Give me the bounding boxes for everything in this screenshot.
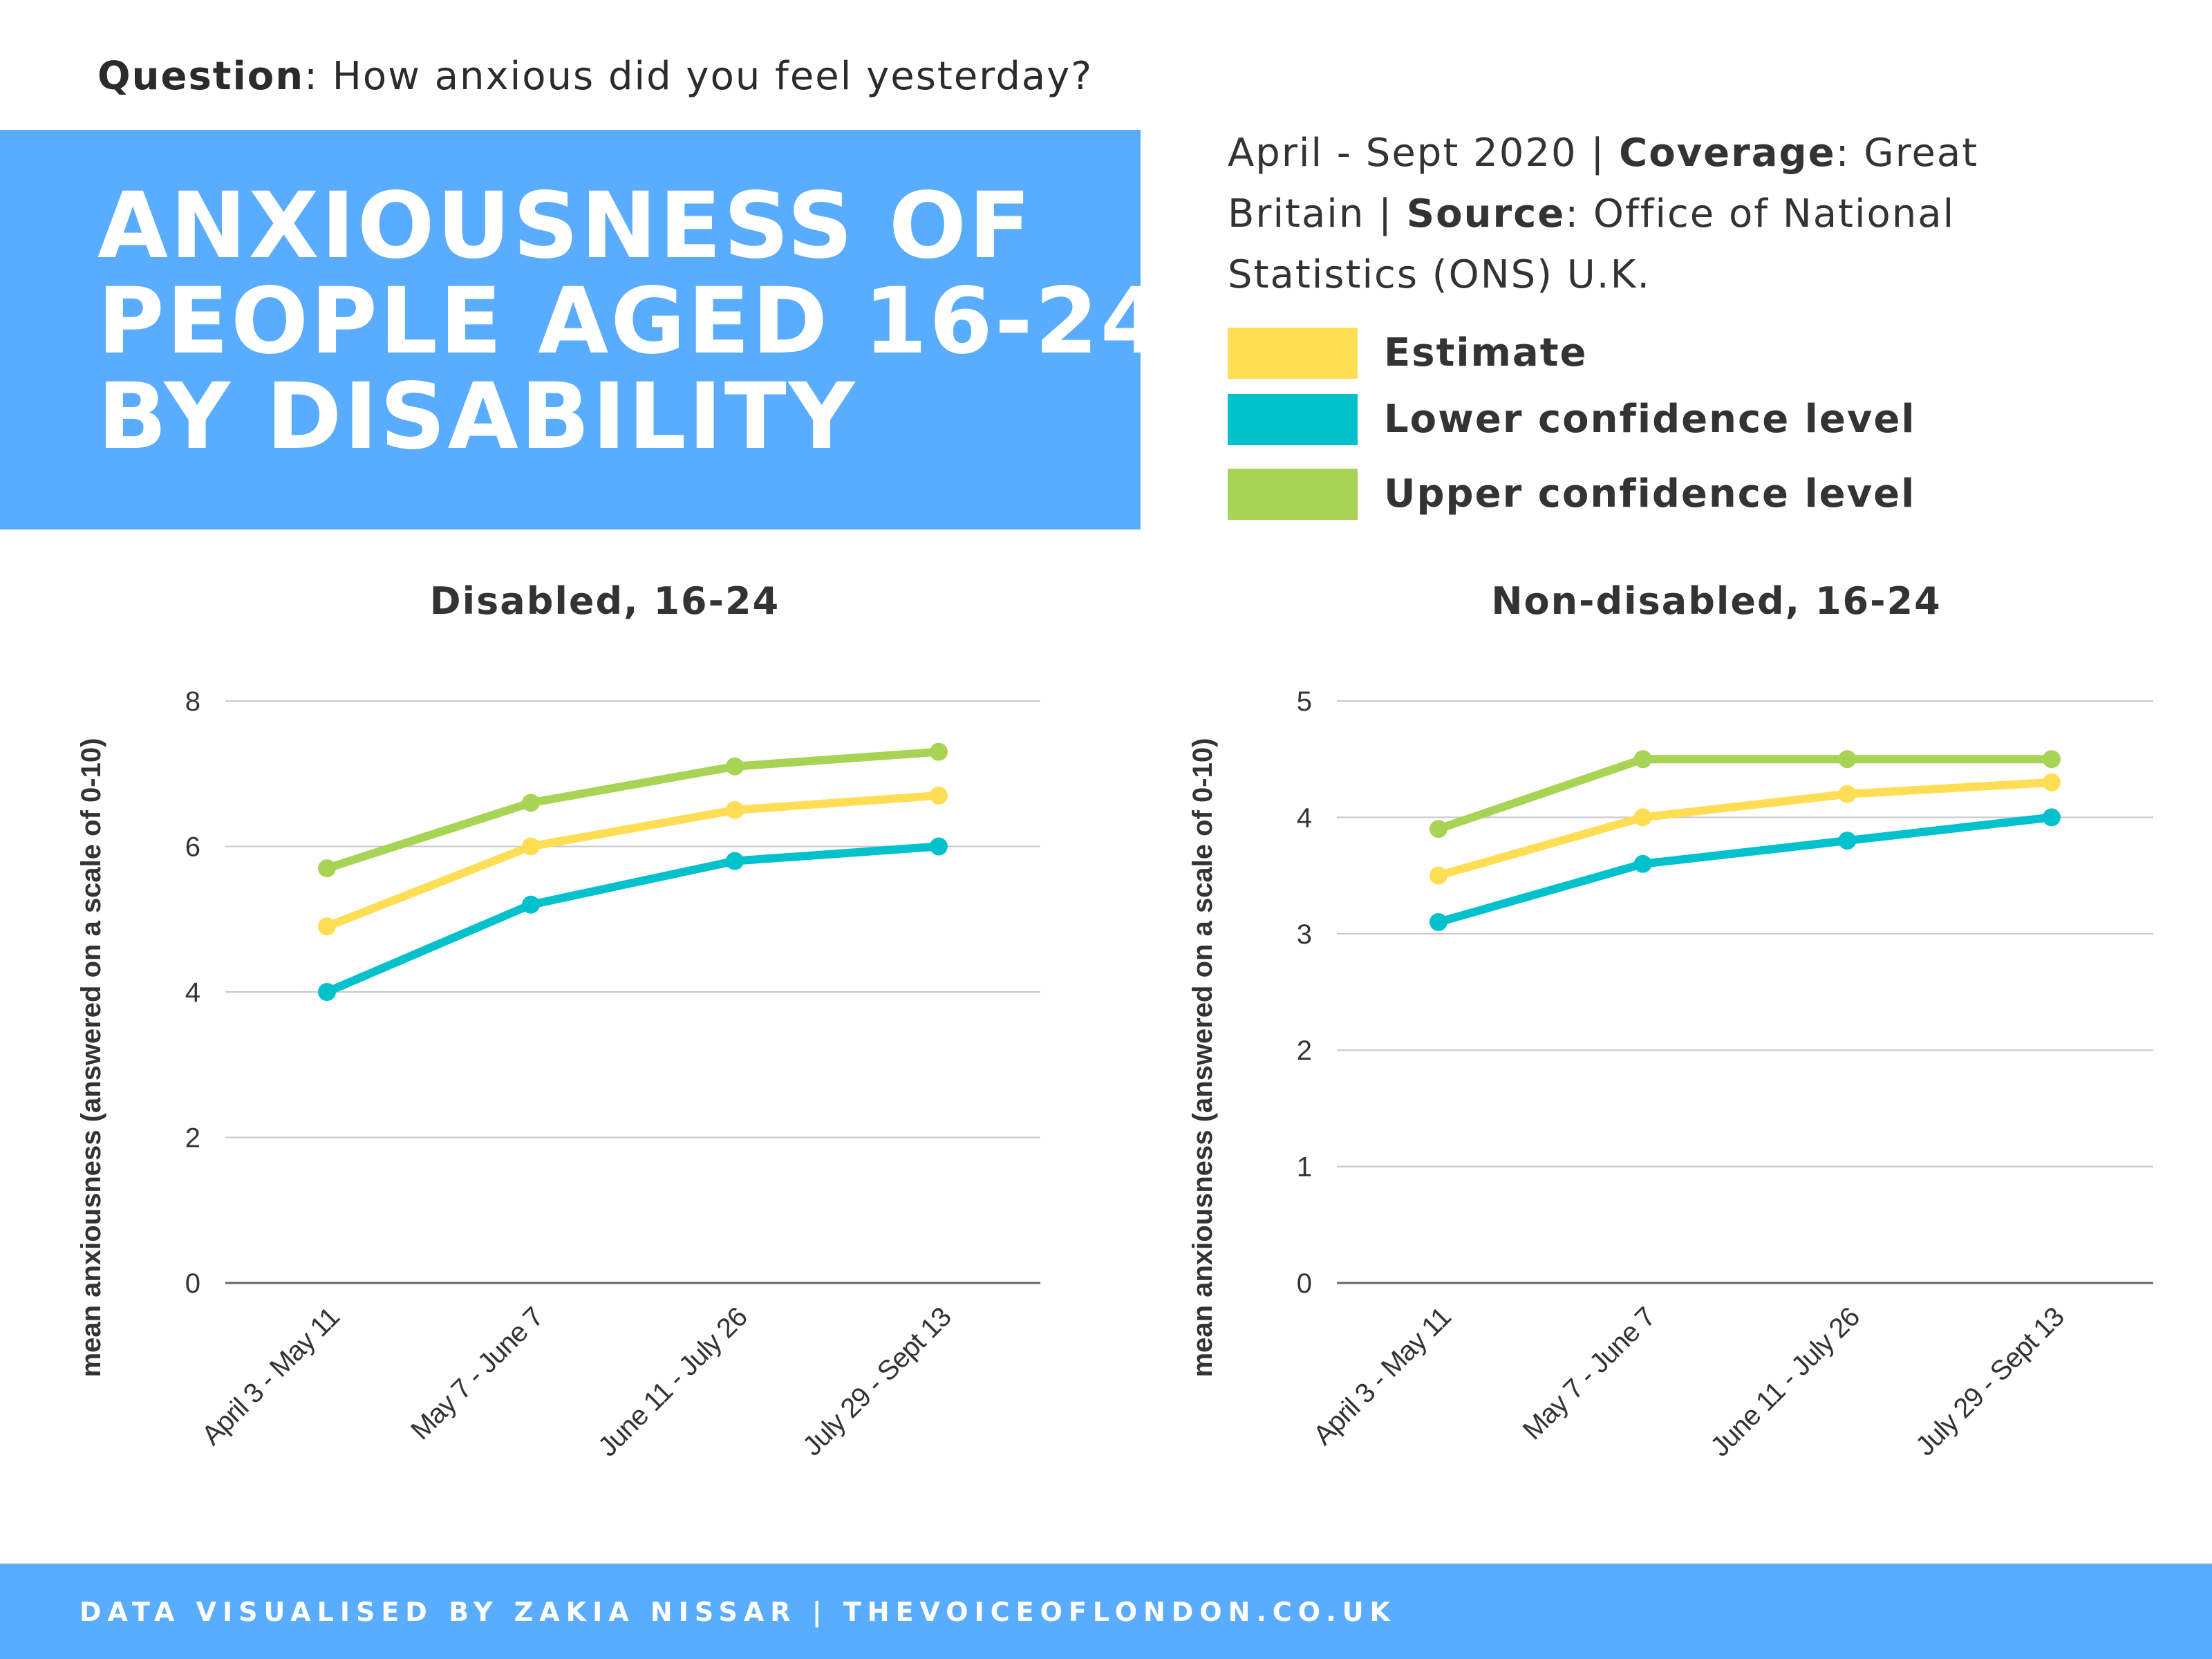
legend-swatch-estimate (1228, 328, 1358, 379)
non-disabled-y-tick-label: 4 (1297, 803, 1312, 833)
non-disabled-point-lower (1633, 854, 1652, 873)
coverage-source-info: April - Sept 2020 | Coverage: Great Brit… (1228, 123, 2126, 306)
non-disabled-point-upper (2043, 750, 2061, 769)
source-label: Source (1406, 191, 1566, 236)
non-disabled-point-estimate (1633, 808, 1652, 827)
non-disabled-x-tick-label: April 3 - May 11 (1308, 1302, 1457, 1451)
disabled-y-axis-label: mean anxiousness (answered on a scale of… (76, 738, 106, 1378)
disabled-x-tick-label: April 3 - May 11 (196, 1302, 346, 1451)
legend-label-lower: Lower confidence level (1384, 397, 1916, 442)
question-line: Question: How anxious did you feel yeste… (97, 54, 1093, 99)
disabled-series-line-lower (323, 842, 943, 996)
disabled-x-tick-label: June 11 - July 26 (592, 1302, 753, 1462)
charts-canvas: Disabled, 16-24 0 2 4 6 8 mean anxiousness (an… (76, 579, 2153, 1463)
disabled-series-line-estimate (323, 791, 943, 931)
non-disabled-y-tick-label: 0 (1297, 1268, 1312, 1299)
disabled-point-upper (318, 859, 336, 878)
non-disabled-point-estimate (1838, 785, 1857, 803)
title-line-2: PEOPLE AGED 16-24 (97, 268, 1166, 375)
non-disabled-y-tick-label: 5 (1297, 686, 1312, 717)
disabled-point-lower (318, 983, 336, 1001)
disabled-point-upper (726, 757, 744, 776)
disabled-point-lower (930, 837, 948, 856)
non-disabled-series-line-upper (1434, 755, 2056, 834)
disabled-point-estimate (522, 837, 540, 856)
non-disabled-x-tick-label: July 29 - Sept 13 (1910, 1302, 2070, 1461)
disabled-y-tick-label: 2 (185, 1123, 200, 1154)
legend-swatch-upper (1228, 469, 1358, 520)
legend-label-upper: Upper confidence level (1384, 471, 1916, 516)
disabled-point-lower (522, 895, 540, 914)
coverage-value: : Great Britain | (1228, 131, 1979, 236)
disabled-y-tick-label: 0 (185, 1268, 200, 1299)
disabled-point-upper (930, 742, 948, 761)
non-disabled-chart-title: Non-disabled, 16-24 (1491, 579, 1941, 623)
non-disabled-point-estimate (1430, 866, 1447, 885)
non-disabled-point-lower (2043, 808, 2061, 827)
disabled-y-tick-label: 8 (185, 686, 200, 717)
non-disabled-series-line-estimate (1434, 778, 2056, 880)
non-disabled-point-lower (1838, 832, 1857, 850)
disabled-point-estimate (726, 800, 744, 819)
non-disabled-y-tick-label: 1 (1297, 1152, 1312, 1183)
non-disabled-point-upper (1633, 750, 1652, 769)
non-disabled-y-axis-label: mean anxiousness (answered on a scale of… (1188, 738, 1218, 1378)
disabled-series-line-upper (323, 747, 943, 873)
question-label: Question (97, 54, 305, 99)
non-disabled-x-tick-label: June 11 - July 26 (1705, 1302, 1865, 1462)
disabled-point-estimate (318, 917, 336, 936)
disabled-chart-title: Disabled, 16-24 (430, 579, 780, 623)
disabled-y-tick-label: 6 (185, 832, 200, 863)
disabled-x-tick-label: July 29 - Sept 13 (797, 1302, 957, 1461)
question-text: : How anxious did you feel yesterday? (304, 54, 1094, 99)
legend-swatch-lower (1228, 394, 1358, 445)
non-disabled-x-tick-label: May 7 - June 7 (1517, 1302, 1661, 1445)
disabled-y-tick-label: 4 (185, 977, 200, 1008)
footer-bar: DATA VISUALISED BY ZAKIA NISSAR | THEVOI… (0, 1564, 2212, 1659)
source-value: : Office of National Statistics (ONS) U.… (1228, 191, 1956, 297)
title-line-1: ANXIOUSNESS OF (97, 173, 1033, 279)
disabled-point-lower (726, 852, 744, 870)
title-banner: ANXIOUSNESS OF PEOPLE AGED 16-24 BY DISA… (0, 130, 1163, 529)
non-disabled-point-upper (1838, 750, 1857, 769)
non-disabled-y-tick-label: 3 (1297, 919, 1312, 950)
coverage-label: Coverage (1619, 131, 1836, 176)
title-line-3: BY DISABILITY (97, 364, 857, 470)
disabled-x-tick-label: May 7 - June 7 (405, 1302, 549, 1445)
period-text: April - Sept 2020 | (1228, 131, 1620, 176)
non-disabled-series-line-lower (1434, 813, 2056, 926)
legend-label-estimate: Estimate (1384, 330, 1588, 375)
disabled-point-upper (522, 794, 540, 812)
non-disabled-point-upper (1430, 820, 1447, 838)
non-disabled-point-estimate (2043, 773, 2061, 791)
footer-credit: DATA VISUALISED BY ZAKIA NISSAR | THEVOI… (79, 1597, 1396, 1627)
disabled-point-estimate (930, 786, 948, 805)
non-disabled-y-tick-label: 2 (1297, 1035, 1312, 1066)
non-disabled-point-lower (1430, 912, 1447, 931)
